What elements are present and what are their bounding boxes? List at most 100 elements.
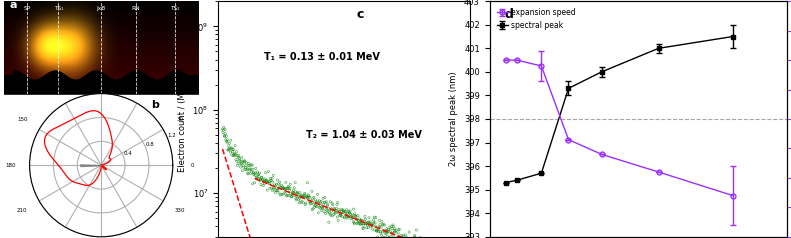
Point [343, 211, 355, 215]
Point [394, 235, 407, 238]
Point [255, 175, 268, 179]
Point [374, 231, 387, 235]
Point [297, 195, 310, 198]
Point [278, 187, 291, 191]
Point [331, 218, 344, 222]
Point [256, 177, 269, 181]
Point [286, 195, 298, 199]
Point [247, 171, 259, 175]
Point [375, 233, 388, 237]
Point [318, 210, 331, 214]
Point [330, 207, 343, 210]
Point [239, 160, 252, 164]
Point [262, 170, 274, 174]
Point [305, 201, 317, 205]
Point [378, 236, 391, 238]
Point [331, 203, 343, 207]
Point [228, 153, 240, 156]
Point [385, 231, 398, 235]
Point [367, 218, 380, 222]
Point [362, 220, 375, 224]
Point [316, 207, 329, 211]
Point [375, 225, 388, 229]
Point [224, 150, 237, 154]
Point [228, 152, 240, 156]
Point [338, 216, 350, 220]
Point [373, 218, 386, 222]
Point [392, 235, 404, 238]
Point [368, 215, 380, 219]
Point [253, 175, 266, 178]
Point [222, 144, 235, 148]
Point [265, 186, 278, 190]
Point [301, 195, 313, 199]
Point [261, 188, 274, 192]
Point [259, 171, 272, 174]
Point [290, 190, 302, 194]
Point [364, 220, 377, 224]
Point [263, 180, 275, 183]
Point [358, 219, 371, 223]
Point [267, 187, 280, 191]
Point [288, 192, 301, 196]
Point [344, 212, 357, 216]
Point [304, 195, 316, 199]
Point [380, 229, 392, 233]
Point [316, 206, 328, 210]
Point [233, 154, 245, 157]
Point [295, 194, 308, 198]
Point [304, 202, 316, 206]
Point [415, 237, 428, 238]
Point [267, 186, 280, 190]
Point [387, 223, 399, 227]
Point [325, 207, 338, 211]
Point [274, 185, 287, 189]
Point [324, 200, 337, 204]
Point [366, 224, 379, 228]
Point [319, 200, 331, 204]
Point [223, 146, 236, 150]
Text: TS₁: TS₁ [54, 6, 63, 11]
Text: T₂ = 1.04 ± 0.03 MeV: T₂ = 1.04 ± 0.03 MeV [306, 130, 422, 140]
Point [363, 223, 376, 227]
Point [307, 207, 320, 211]
Point [340, 213, 353, 217]
Point [301, 195, 314, 199]
Point [346, 213, 359, 217]
Point [277, 187, 290, 190]
Point [383, 227, 396, 231]
Point [292, 192, 305, 196]
Point [293, 198, 305, 202]
Point [399, 237, 411, 238]
Point [360, 226, 373, 230]
Point [360, 221, 373, 225]
Point [248, 171, 260, 175]
Point [287, 188, 300, 192]
Point [356, 222, 369, 226]
Point [311, 192, 324, 196]
Point [327, 208, 339, 212]
Point [249, 171, 262, 175]
Point [282, 185, 294, 188]
Point [301, 181, 314, 185]
Point [405, 237, 418, 238]
Point [227, 154, 240, 158]
Point [293, 196, 306, 200]
Point [347, 221, 360, 225]
Point [297, 194, 310, 198]
Point [346, 216, 358, 220]
Point [358, 223, 370, 227]
Point [290, 197, 302, 200]
Point [328, 208, 341, 212]
Point [342, 215, 354, 219]
Point [314, 203, 327, 207]
Point [365, 222, 377, 226]
Point [218, 125, 230, 129]
Point [246, 182, 259, 186]
Point [403, 230, 415, 234]
Point [233, 159, 246, 163]
Point [320, 207, 332, 211]
Point [282, 186, 295, 190]
Point [419, 237, 432, 238]
Point [324, 212, 336, 216]
